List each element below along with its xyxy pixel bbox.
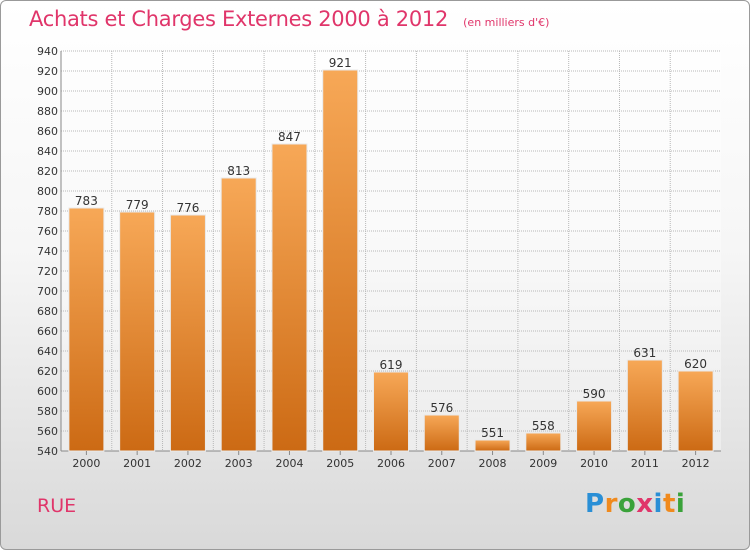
bar-2003 [220,177,257,452]
logo-letter: i [653,489,663,519]
y-tick-label: 660 [37,325,58,338]
bar-2004 [271,143,308,452]
data-label-2001: 779 [126,198,149,212]
y-tick-label: 620 [37,365,58,378]
y-tick-label: 840 [37,145,58,158]
y-tick-label: 740 [37,245,58,258]
data-label-2007: 576 [430,401,453,415]
data-label-2010: 590 [583,387,606,401]
logo-letter: P [585,489,605,519]
bar-2007 [423,414,460,452]
logo-letter: r [604,489,618,519]
bar-2010 [576,400,613,452]
x-tick-label-2000: 2000 [72,457,100,470]
y-tick-label: 900 [37,85,58,98]
x-tick-label-2008: 2008 [479,457,507,470]
x-tick-label-2002: 2002 [174,457,202,470]
bar-2005 [322,69,359,452]
y-tick-label: 560 [37,425,58,438]
bar-2012 [677,370,714,452]
data-label-2008: 551 [481,426,504,440]
logo-letter: i [675,489,686,519]
chart-title: Achats et Charges Externes 2000 à 2012 [29,7,449,31]
logo-letter: t [662,489,676,519]
bar-2000 [68,207,105,452]
data-label-2011: 631 [633,346,656,360]
y-tick-label: 600 [37,385,58,398]
y-tick-label: 780 [37,205,58,218]
y-tick-label: 580 [37,405,58,418]
x-tick-label-2011: 2011 [631,457,659,470]
data-label-2009: 558 [532,419,555,433]
y-tick-label: 820 [37,165,58,178]
x-tick-label-2006: 2006 [377,457,405,470]
x-tick-label-2010: 2010 [580,457,608,470]
y-tick-label: 920 [37,65,58,78]
bar-2002 [169,214,206,452]
bar-2006 [373,371,409,452]
data-label-2012: 620 [684,357,707,371]
x-tick-label-2007: 2007 [428,457,456,470]
title-row: Achats et Charges Externes 2000 à 2012 (… [29,7,549,31]
proxiti-logo: Proxiti [585,489,685,519]
bar-2008 [474,439,511,452]
logo-letter: x [636,489,654,519]
data-label-2005: 921 [329,56,352,70]
data-label-2003: 813 [227,164,250,178]
y-tick-label: 640 [37,345,58,358]
bar-2001 [119,211,156,452]
y-tick-label: 800 [37,185,58,198]
location-label: RUE [37,495,77,517]
x-tick-label-2012: 2012 [682,457,710,470]
y-tick-label: 860 [37,125,58,138]
x-tick-label-2009: 2009 [529,457,557,470]
y-tick-label: 720 [37,265,58,278]
y-tick-label: 540 [37,445,58,458]
x-tick-label-2005: 2005 [326,457,354,470]
data-label-2004: 847 [278,130,301,144]
chart-subtitle: (en milliers d'€) [463,16,550,29]
x-tick-label-2003: 2003 [225,457,253,470]
y-tick-label: 700 [37,285,58,298]
bar-2009 [525,432,562,452]
logo-letter: o [617,489,637,519]
x-tick-label-2004: 2004 [275,457,303,470]
data-label-2006: 619 [380,358,403,372]
y-tick-label: 940 [37,45,58,58]
data-label-2002: 776 [176,201,199,215]
y-tick-label: 880 [37,105,58,118]
y-tick-label: 760 [37,225,58,238]
data-label-2000: 783 [75,194,98,208]
bar-2011 [626,359,663,452]
y-tick-label: 680 [37,305,58,318]
x-tick-label-2001: 2001 [123,457,151,470]
